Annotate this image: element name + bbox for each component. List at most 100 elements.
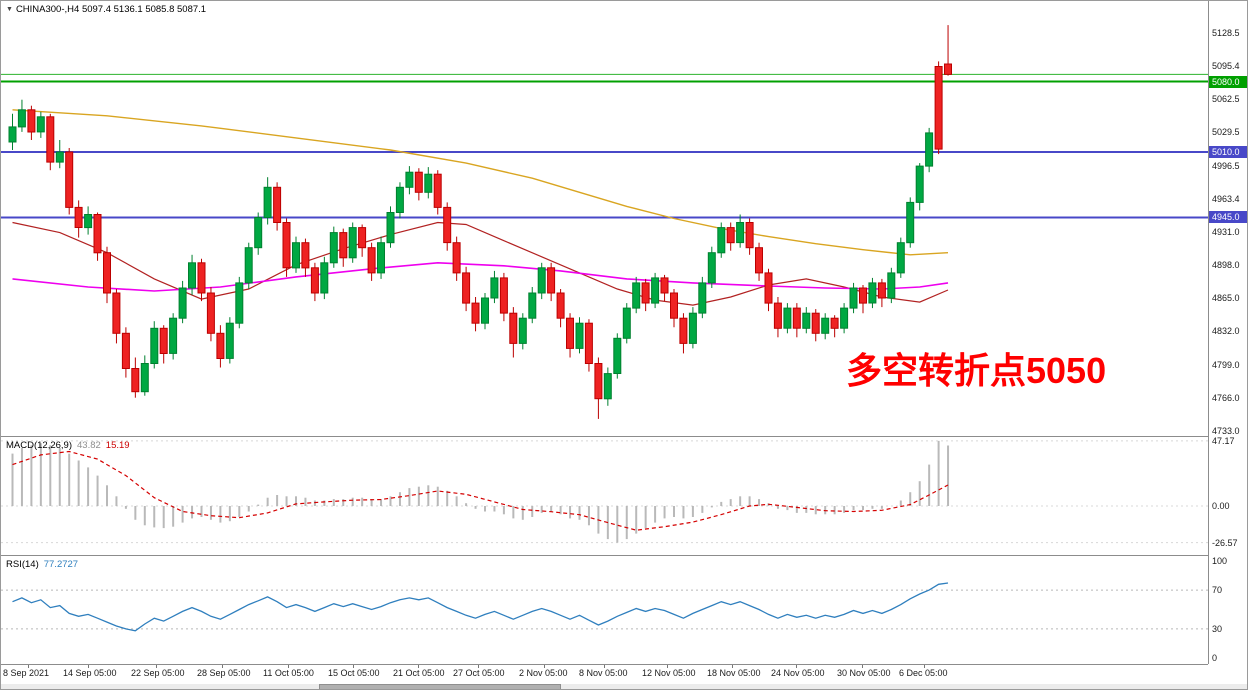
time-axis-label: 30 Nov 05:00 bbox=[837, 668, 891, 678]
candle-body bbox=[896, 242, 905, 274]
macd-indicator-panel bbox=[1, 437, 1208, 556]
candle-body bbox=[65, 151, 74, 208]
chart-title: ▼ CHINA300-,H4 5097.4 5136.1 5085.8 5087.… bbox=[6, 4, 206, 15]
time-axis-label: 2 Nov 05:00 bbox=[519, 668, 568, 678]
time-axis-label: 28 Sep 05:00 bbox=[197, 668, 251, 678]
price-axis: 5128.5 5095.4 5062.5 5029.5 4996.5 4963.4 4931… bbox=[1208, 1, 1247, 664]
time-axis-tick bbox=[288, 665, 289, 668]
time-axis-tick bbox=[544, 665, 545, 668]
rsi-axis-label: 0 bbox=[1212, 653, 1218, 663]
candle-body bbox=[556, 292, 565, 319]
candle-body bbox=[178, 287, 187, 319]
candle-body bbox=[433, 173, 442, 208]
candle-body bbox=[377, 242, 385, 274]
candle-body bbox=[273, 186, 282, 224]
price-level-badge: 4945.0 bbox=[1209, 211, 1247, 224]
candle-body bbox=[263, 186, 272, 219]
macd-signal-line bbox=[12, 450, 949, 531]
candle-body bbox=[462, 272, 471, 304]
horizontal-scrollbar-thumb[interactable] bbox=[319, 684, 561, 689]
candle-body bbox=[452, 242, 461, 274]
candle-body bbox=[140, 363, 149, 393]
candle-body bbox=[584, 322, 593, 365]
rsi-axis-label: 30 bbox=[1212, 623, 1223, 634]
candle-body bbox=[206, 292, 215, 334]
candle-body bbox=[235, 282, 244, 324]
candle-body bbox=[27, 109, 36, 133]
time-axis-tick bbox=[88, 665, 89, 668]
main-price-panel: 多空转折点5050 bbox=[1, 1, 1208, 437]
candle-body bbox=[339, 232, 348, 259]
time-axis-tick bbox=[418, 665, 419, 668]
candle-body bbox=[367, 247, 376, 274]
price-axis-label: 5029.5 bbox=[1212, 127, 1240, 138]
rsi-chart-canvas[interactable] bbox=[1, 556, 1208, 664]
price-level-badge: 5080.0 bbox=[1209, 75, 1247, 88]
candle-body bbox=[632, 282, 641, 309]
candle-body bbox=[8, 126, 17, 143]
candle-body bbox=[471, 302, 480, 324]
time-axis-label: 12 Nov 05:00 bbox=[642, 668, 696, 678]
candle-body bbox=[802, 312, 811, 329]
time-axis-label: 8 Sep 2021 bbox=[3, 668, 50, 678]
candle-body bbox=[490, 277, 499, 299]
candle-body bbox=[707, 252, 716, 284]
time-axis-tick bbox=[732, 665, 733, 668]
candle-body bbox=[745, 222, 754, 249]
candle-body bbox=[868, 282, 877, 304]
candle-body bbox=[301, 242, 310, 269]
chart-annotation-text: 多空转折点5050 bbox=[846, 350, 1107, 391]
price-level-badge: 5010.0 bbox=[1209, 146, 1247, 159]
candle-body bbox=[358, 227, 367, 249]
symbol-marker-icon: ▼ bbox=[6, 6, 13, 13]
candle-body bbox=[849, 287, 858, 309]
time-axis-label: 21 Oct 05:00 bbox=[393, 668, 445, 678]
candle-body bbox=[698, 282, 707, 314]
candle-body bbox=[944, 63, 952, 75]
candle-body bbox=[528, 292, 537, 319]
candle-body bbox=[688, 312, 697, 344]
price-axis-label: 5128.5 bbox=[1212, 27, 1240, 38]
macd-main-value: 43.82 bbox=[77, 440, 101, 451]
rsi-name: RSI(14) bbox=[6, 559, 39, 570]
candle-body bbox=[55, 151, 64, 163]
price-axis-label: 4865.0 bbox=[1212, 293, 1240, 304]
price-axis-label: 4832.0 bbox=[1212, 326, 1240, 337]
macd-chart-canvas[interactable] bbox=[1, 437, 1208, 555]
time-axis-label: 6 Dec 05:00 bbox=[899, 668, 948, 678]
main-chart-canvas[interactable] bbox=[1, 1, 1208, 436]
time-axis-label: 15 Oct 05:00 bbox=[328, 668, 380, 678]
candle-body bbox=[348, 227, 357, 259]
macd-axis-label: 47.17 bbox=[1212, 435, 1235, 446]
price-axis-label: 5095.4 bbox=[1212, 61, 1240, 72]
candle-body bbox=[405, 171, 414, 188]
time-axis-label: 24 Nov 05:00 bbox=[771, 668, 825, 678]
price-axis-label: 4963.4 bbox=[1212, 193, 1240, 204]
candle-body bbox=[679, 317, 688, 344]
horizontal-scrollbar-track[interactable] bbox=[1, 684, 1247, 689]
rsi-value: 77.2727 bbox=[43, 559, 79, 570]
candle-body bbox=[254, 217, 263, 249]
price-axis-label: 4733.0 bbox=[1212, 425, 1240, 436]
candle-body bbox=[566, 317, 574, 349]
price-axis-label: 5062.5 bbox=[1212, 94, 1240, 105]
price-axis-label: 4898.0 bbox=[1212, 259, 1240, 270]
rsi-axis-label: 70 bbox=[1212, 585, 1223, 596]
candle-body bbox=[906, 201, 915, 244]
candle-body bbox=[282, 222, 291, 269]
time-axis-label: 27 Oct 05:00 bbox=[453, 668, 505, 678]
time-axis-label: 14 Sep 05:00 bbox=[63, 668, 117, 678]
rsi-label: RSI(14) 77.2727 bbox=[6, 559, 78, 570]
candle-body bbox=[424, 173, 433, 193]
time-axis-label: 22 Sep 05:00 bbox=[131, 668, 185, 678]
candle-body bbox=[320, 262, 329, 294]
time-axis-tick bbox=[667, 665, 668, 668]
time-axis-tick bbox=[478, 665, 479, 668]
candle-body bbox=[830, 317, 839, 329]
candle-body bbox=[150, 327, 159, 364]
candle-body bbox=[755, 247, 763, 274]
candle-body bbox=[395, 186, 404, 214]
candle-body bbox=[622, 307, 631, 339]
candle-body bbox=[509, 312, 518, 344]
ohlc-values: 5097.4 5136.1 5085.8 5087.1 bbox=[81, 4, 207, 15]
